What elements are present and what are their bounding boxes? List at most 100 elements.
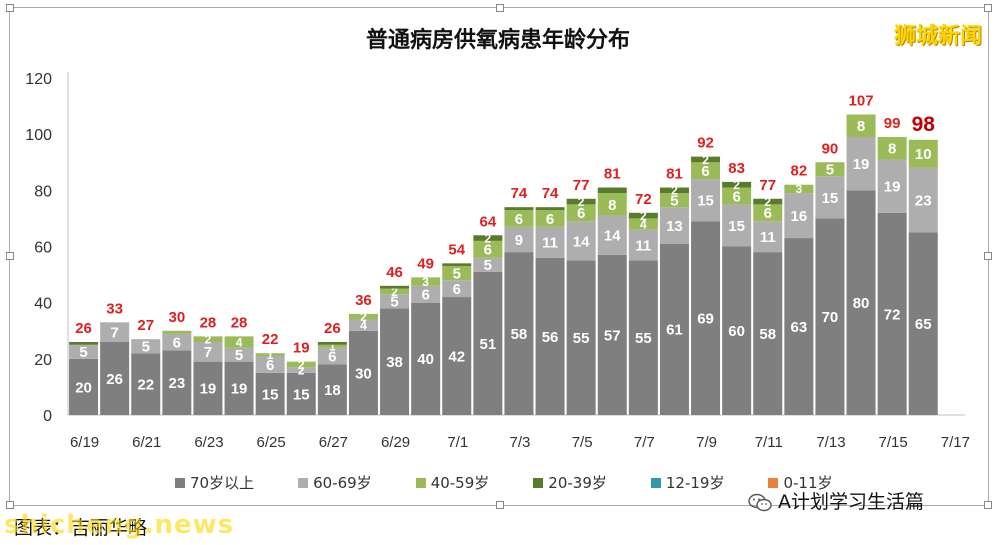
segment-label: 2 (485, 231, 492, 245)
legend-label: 12-19岁 (665, 474, 725, 492)
segment-label: 60 (728, 323, 745, 340)
total-label: 54 (448, 241, 465, 258)
x-tick-label: 7/15 (879, 434, 908, 451)
segment-label: 19 (200, 381, 217, 398)
total-label: 92 (697, 135, 714, 152)
bar-segment (597, 187, 627, 194)
segment-label: 2 (391, 285, 398, 299)
total-label: 81 (604, 166, 621, 183)
segment-label: 3 (796, 182, 803, 196)
segment-label: 8 (608, 197, 616, 214)
resize-handle-right[interactable] (984, 252, 992, 260)
bar-segment (348, 313, 378, 320)
segment-label: 61 (666, 322, 683, 339)
bar-segment (691, 162, 721, 180)
y-tick-label: 100 (25, 127, 52, 144)
segment-label: 58 (759, 326, 776, 343)
bar-segment (380, 288, 410, 295)
total-label: 30 (169, 309, 186, 326)
bar-segment (846, 114, 876, 137)
segment-label: 5 (235, 347, 243, 364)
bar-segment (722, 181, 752, 188)
segment-label: 4 (360, 318, 367, 332)
bar-segment (566, 198, 596, 205)
segment-label: 6 (764, 205, 772, 222)
resize-handle-bottom-right[interactable] (984, 501, 992, 509)
bar-segment (659, 243, 689, 415)
bar-segment (162, 330, 192, 334)
segment-label: 2 (702, 153, 709, 167)
segment-label: 30 (355, 365, 372, 382)
segment-label: 7 (204, 344, 212, 361)
segment-label: 4 (640, 217, 647, 231)
bar-segment (535, 209, 565, 227)
segment-label: 2 (578, 195, 585, 209)
bar-segment (69, 358, 99, 415)
bar-segment (908, 167, 938, 233)
segment-label: 6 (577, 205, 585, 222)
segment-label: 6 (266, 357, 274, 374)
legend-item: 40-59岁 (415, 472, 489, 493)
segment-label: 5 (484, 257, 492, 274)
segment-label: 2 (298, 358, 305, 372)
y-tick-label: 0 (43, 408, 52, 425)
bar-segment (566, 260, 596, 415)
x-tick-label: 6/23 (194, 434, 223, 451)
total-label: 82 (791, 163, 808, 180)
y-tick-label: 60 (34, 240, 52, 257)
legend-item: 60-69岁 (298, 472, 372, 493)
resize-handle-top-right[interactable] (984, 4, 992, 12)
x-tick-label: 7/7 (634, 434, 655, 451)
bar-segment (784, 184, 814, 194)
total-label: 22 (262, 331, 279, 348)
segment-label: 6 (515, 211, 523, 228)
total-label: 28 (231, 314, 248, 331)
segment-label: 6 (328, 348, 336, 365)
x-tick-label: 6/25 (257, 434, 286, 451)
bar-segment (442, 263, 472, 267)
segment-label: 19 (884, 179, 901, 196)
bar-segment (100, 341, 130, 415)
segment-label: 70 (822, 309, 839, 326)
segment-label: 57 (604, 327, 621, 344)
segment-label: 5 (79, 344, 87, 361)
bar-segment (224, 361, 254, 415)
resize-handle-top-left[interactable] (6, 4, 14, 12)
segment-label: 15 (262, 386, 279, 403)
x-tick-label: 6/27 (319, 434, 348, 451)
total-label: 107 (849, 93, 874, 110)
bar-segment (628, 212, 658, 219)
segment-label: 38 (386, 354, 403, 371)
segment-label: 16 (791, 208, 808, 225)
legend-swatch (415, 477, 426, 488)
bar-segment (504, 209, 534, 227)
bar-segment (162, 350, 192, 415)
bar-segment (131, 353, 161, 415)
bar-segment (877, 212, 907, 415)
segment-label: 58 (511, 326, 528, 343)
legend-swatch (768, 477, 779, 488)
bar-segment (815, 162, 845, 177)
bar-segment (722, 187, 752, 205)
segment-label: 63 (791, 319, 808, 336)
total-label: 81 (666, 166, 683, 183)
segment-label: 2 (205, 332, 212, 346)
bar-segment (597, 193, 627, 216)
segment-label: 2 (360, 310, 367, 324)
bar-segment (628, 260, 658, 415)
resize-handle-top[interactable] (496, 4, 504, 12)
resize-handle-left[interactable] (6, 252, 14, 260)
segment-label: 72 (884, 306, 901, 323)
bar-segment (286, 361, 316, 368)
segment-label: 56 (542, 329, 559, 346)
total-label: 64 (480, 213, 497, 230)
y-tick-label: 120 (25, 71, 52, 88)
segment-label: 11 (635, 237, 651, 254)
segment-label: 13 (666, 218, 683, 235)
resize-handle-bottom-left[interactable] (6, 501, 14, 509)
bar-segment (659, 207, 689, 244)
segment-label: 1 (329, 340, 336, 354)
bar-segment (846, 136, 876, 191)
bar-segment (317, 344, 347, 348)
resize-handle-bottom[interactable] (496, 501, 504, 509)
